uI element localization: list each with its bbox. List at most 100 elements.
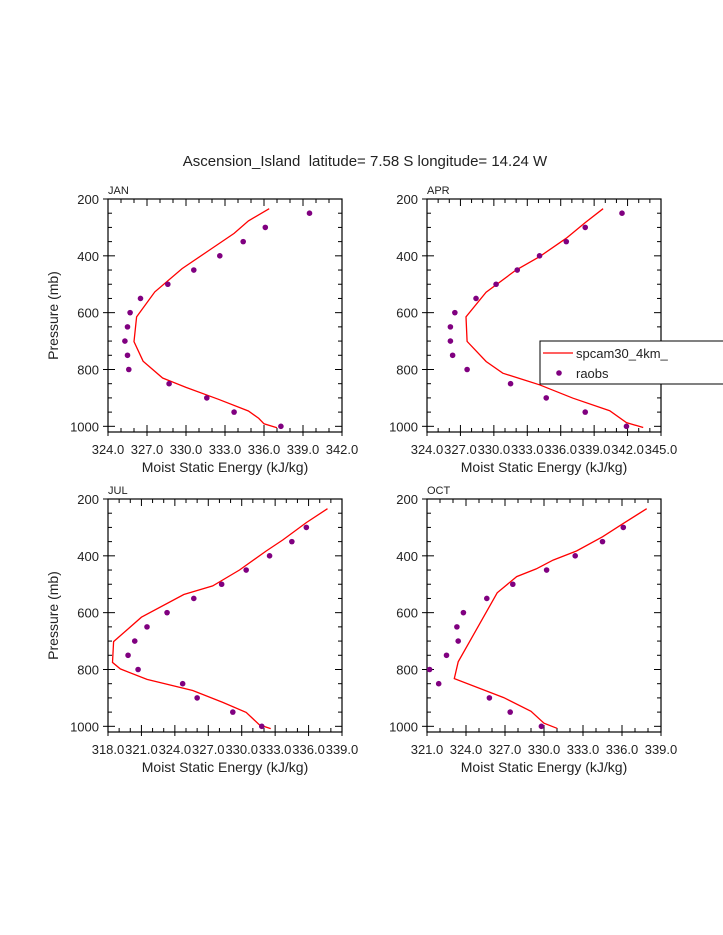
obs-point	[126, 366, 132, 373]
x-tick-label: 333.0	[209, 442, 242, 457]
obs-point	[124, 352, 131, 359]
obs-point	[243, 567, 249, 573]
y-tick-label: 1000	[70, 419, 99, 434]
y-tick-label: 800	[396, 662, 418, 677]
obs-point	[240, 238, 246, 245]
panel-label: JUL	[108, 485, 128, 497]
obs-point	[131, 638, 138, 644]
obs-point	[191, 267, 197, 273]
obs-point	[204, 395, 210, 401]
panel-jan: JAN 200 400 600 800 1000 324.0 327.0 330.0 333.0 3…	[45, 185, 358, 475]
obs-point	[266, 553, 273, 559]
chart-title: Ascension_Island latitude= 7.58 S longit…	[183, 153, 548, 170]
x-tick-label: 339.0	[326, 742, 359, 757]
obs-point	[289, 538, 295, 545]
obs-point	[164, 609, 170, 616]
y-tick-label: 200	[396, 492, 418, 507]
legend-obs-label: raobs	[576, 366, 609, 381]
x-tick-label: 327.0	[444, 442, 477, 457]
x-tick-label: 339.0	[287, 442, 320, 457]
panel-label: OCT	[427, 485, 451, 497]
obs-point	[460, 609, 467, 616]
y-tick-label: 1000	[389, 719, 418, 734]
obs-point	[619, 210, 625, 217]
obs-point	[127, 309, 133, 316]
obs-point	[447, 338, 454, 344]
obs-point	[194, 695, 200, 701]
obs-point	[231, 409, 237, 415]
y-tick-label: 400	[77, 249, 99, 264]
x-axis-label: Moist Static Energy (kJ/kg)	[461, 759, 628, 775]
plot-frame	[426, 198, 662, 433]
obs-point	[179, 680, 186, 687]
x-tick-label: 336.0	[606, 742, 639, 757]
y-tick-label: 600	[77, 306, 99, 321]
obs-point	[191, 595, 197, 602]
obs-point	[218, 581, 225, 588]
panel-oct: OCT 200 400 600 800 1000 321.0 324.0 327.0 330.0 3…	[389, 485, 677, 775]
obs-point	[306, 210, 313, 217]
y-axis-label: Pressure (mb)	[45, 271, 61, 360]
obs-point	[620, 524, 627, 531]
obs-point	[435, 680, 442, 687]
model-line-spcam30	[465, 208, 644, 429]
legend-box	[539, 340, 723, 385]
obs-point	[582, 224, 589, 231]
y-tick-label: 200	[396, 192, 418, 207]
y-tick-label: 800	[77, 662, 99, 677]
x-tick-label: 330.0	[225, 742, 258, 757]
model-line-spcam30	[453, 508, 648, 729]
x-tick-label: 339.0	[578, 442, 611, 457]
plot-frame	[107, 498, 343, 733]
legend-model-label: spcam30_4km_	[576, 346, 669, 361]
x-tick-label: 330.0	[528, 742, 561, 757]
x-tick-label: 327.0	[192, 742, 225, 757]
obs-point	[449, 352, 456, 359]
x-tick-label: 336.0	[544, 442, 577, 457]
y-tick-label: 600	[396, 306, 418, 321]
obs-point	[452, 309, 458, 316]
obs-point	[217, 253, 223, 259]
obs-point	[303, 524, 310, 531]
plot-frame	[107, 198, 343, 433]
obs-point	[124, 324, 131, 330]
x-tick-label: 321.0	[411, 742, 444, 757]
x-tick-label: 333.0	[567, 742, 600, 757]
obs-point	[563, 238, 570, 245]
obs-point	[599, 538, 606, 545]
y-tick-label: 1000	[70, 719, 99, 734]
x-tick-label: 336.0	[292, 742, 325, 757]
obs-point	[543, 395, 550, 401]
y-tick-label: 200	[77, 492, 99, 507]
obs-point	[582, 409, 589, 415]
x-tick-label: 336.0	[248, 442, 281, 457]
y-axis-label: Pressure (mb)	[45, 571, 61, 660]
obs-point	[166, 380, 172, 387]
x-tick-label: 342.0	[611, 442, 644, 457]
obs-point	[122, 338, 128, 344]
obs-point	[137, 295, 144, 302]
obs-point	[623, 423, 630, 430]
obs-point	[510, 581, 516, 588]
obs-point	[493, 281, 499, 288]
obs-point	[464, 366, 470, 373]
obs-point	[543, 567, 550, 573]
obs-point	[135, 666, 141, 673]
y-tick-label: 600	[77, 606, 99, 621]
x-tick-label: 333.0	[259, 742, 292, 757]
obs-point	[278, 423, 284, 430]
x-tick-label: 339.0	[645, 742, 678, 757]
x-tick-label: 324.0	[159, 742, 192, 757]
x-tick-label: 342.0	[326, 442, 359, 457]
y-tick-label: 400	[396, 549, 418, 564]
y-tick-label: 800	[77, 362, 99, 377]
panel-label: APR	[427, 185, 450, 197]
obs-point	[447, 324, 454, 330]
obs-point	[536, 253, 543, 259]
obs-point	[538, 723, 545, 730]
obs-point	[473, 295, 479, 302]
x-tick-label: 318.0	[92, 742, 125, 757]
